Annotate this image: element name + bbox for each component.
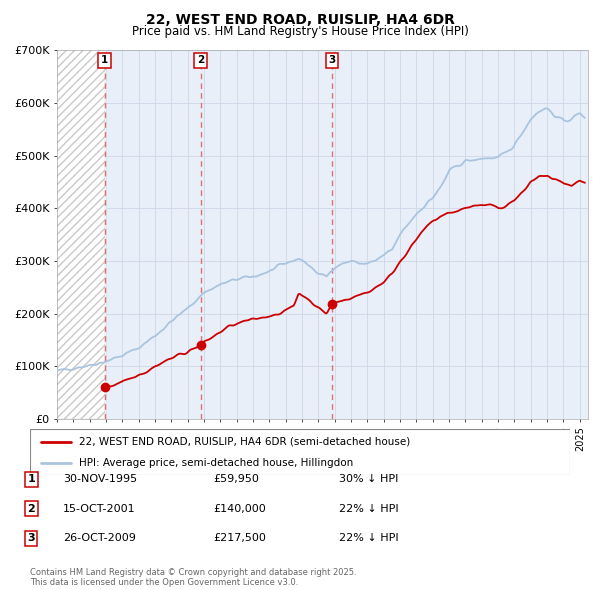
Text: 30% ↓ HPI: 30% ↓ HPI (339, 474, 398, 484)
FancyBboxPatch shape (30, 429, 570, 475)
Text: £59,950: £59,950 (213, 474, 259, 484)
Text: 22, WEST END ROAD, RUISLIP, HA4 6DR (semi-detached house): 22, WEST END ROAD, RUISLIP, HA4 6DR (sem… (79, 437, 410, 447)
Bar (57, 50, 105, 419)
Text: 2: 2 (28, 504, 35, 513)
Text: £140,000: £140,000 (213, 504, 266, 513)
Text: 26-OCT-2009: 26-OCT-2009 (63, 533, 136, 543)
Text: 22, WEST END ROAD, RUISLIP, HA4 6DR: 22, WEST END ROAD, RUISLIP, HA4 6DR (146, 13, 454, 27)
Text: Contains HM Land Registry data © Crown copyright and database right 2025.
This d: Contains HM Land Registry data © Crown c… (30, 568, 356, 587)
Bar (57, 50, 105, 419)
Text: HPI: Average price, semi-detached house, Hillingdon: HPI: Average price, semi-detached house,… (79, 458, 353, 468)
Text: Price paid vs. HM Land Registry's House Price Index (HPI): Price paid vs. HM Land Registry's House … (131, 25, 469, 38)
Text: 1: 1 (28, 474, 35, 484)
Text: 1: 1 (101, 55, 109, 65)
Text: 15-OCT-2001: 15-OCT-2001 (63, 504, 136, 513)
Text: 30-NOV-1995: 30-NOV-1995 (63, 474, 137, 484)
Text: 2: 2 (197, 55, 204, 65)
Text: £217,500: £217,500 (213, 533, 266, 543)
Text: 3: 3 (328, 55, 335, 65)
Text: 22% ↓ HPI: 22% ↓ HPI (339, 533, 398, 543)
Text: 22% ↓ HPI: 22% ↓ HPI (339, 504, 398, 513)
Text: 3: 3 (28, 533, 35, 543)
